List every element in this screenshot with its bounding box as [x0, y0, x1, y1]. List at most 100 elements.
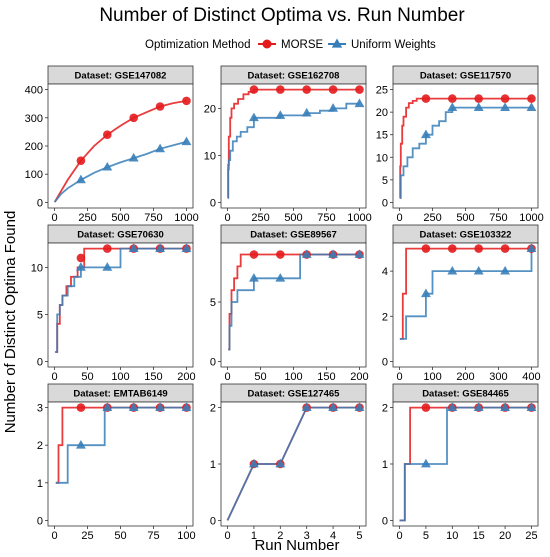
point-uniform-weights [128, 402, 139, 411]
y-tick-label: 25 [376, 85, 388, 97]
x-tick-label: 0 [224, 371, 230, 383]
point-morse [355, 85, 364, 94]
x-tick-label: 5 [423, 530, 429, 542]
facet-label: Dataset: GSE70630 [77, 230, 164, 241]
x-tick-label: 0 [396, 530, 402, 542]
point-uniform-weights [447, 102, 458, 112]
y-tick-label: 0 [382, 515, 388, 527]
point-uniform-weights [248, 273, 259, 282]
point-uniform-weights [328, 402, 339, 411]
x-tick-label: 5 [356, 530, 362, 542]
point-uniform-weights [526, 243, 537, 252]
y-tick-label: 10 [204, 150, 216, 162]
series-line-uniform-weights [226, 406, 360, 521]
legend-item-morse: MORSE [258, 39, 324, 51]
point-morse [448, 244, 457, 253]
series-line-uniform-weights [399, 106, 532, 199]
point-uniform-weights [155, 402, 166, 411]
point-uniform-weights [181, 402, 192, 411]
x-tick-label: 10 [446, 530, 458, 542]
series-line-uniform-weights [227, 102, 360, 199]
point-morse [76, 403, 86, 412]
legend-title: Optimization Method [145, 39, 250, 51]
x-tick-label: 500 [284, 212, 302, 224]
y-tick-label: 5 [210, 297, 216, 309]
point-uniform-weights [473, 265, 484, 275]
legend-item-uniform-weights: Uniform Weights [328, 38, 436, 51]
point-uniform-weights [500, 402, 511, 411]
x-tick-label: 25 [525, 530, 537, 542]
series-line-uniform-weights [228, 253, 360, 351]
point-uniform-weights [328, 103, 339, 112]
y-tick-label: 15 [376, 130, 388, 142]
facet-label: Dataset: GSE103322 [420, 230, 512, 241]
x-tick-label: 25 [81, 530, 93, 542]
point-morse [328, 85, 338, 94]
plot-area [392, 83, 539, 209]
point-uniform-weights [275, 110, 286, 119]
point-uniform-weights [102, 262, 113, 271]
point-uniform-weights [354, 249, 365, 258]
y-tick-label: 0 [210, 515, 216, 527]
x-tick-label: 1 [251, 530, 257, 542]
y-tick-label: 1 [382, 459, 388, 471]
legend-label: Uniform Weights [351, 39, 436, 51]
x-tick-label: 1000 [347, 212, 371, 224]
point-morse [421, 403, 431, 412]
point-morse [474, 244, 483, 253]
series-line-morse [399, 97, 532, 199]
x-tick-label: 250 [78, 212, 96, 224]
y-tick-label: 2 [382, 311, 388, 323]
facet-label: Dataset: GSE89567 [250, 230, 337, 241]
point-uniform-weights [420, 288, 431, 298]
point-morse [103, 130, 112, 140]
panel-gse84465: Dataset: GSE84465 0 5 10 15 20 25 0 1 2 [382, 383, 539, 542]
series-line-uniform-weights [55, 406, 187, 484]
point-morse [421, 94, 431, 103]
y-tick-label: 20 [376, 107, 388, 119]
x-tick-label: 50 [254, 371, 266, 383]
x-tick-label: 300 [489, 371, 507, 383]
y-tick-label: 1 [210, 459, 216, 471]
y-tick-label: 200 [25, 141, 43, 153]
point-uniform-weights [102, 161, 113, 171]
x-tick-label: 50 [114, 530, 126, 542]
plot-area [47, 401, 194, 527]
y-axis-label: Number of Distinct Optima Found [2, 211, 19, 434]
point-uniform-weights [75, 439, 86, 449]
point-uniform-weights [420, 129, 431, 139]
panel-gse70630: Dataset: GSE70630 0 50 100 150 200 0 5 10 [31, 224, 196, 383]
point-morse [276, 85, 285, 94]
point-uniform-weights [128, 243, 139, 252]
facet-label: Dataset: GSE162708 [248, 71, 340, 82]
point-morse [527, 94, 536, 103]
point-uniform-weights [301, 402, 312, 411]
point-uniform-weights [354, 98, 365, 108]
x-tick-label: 0 [396, 212, 402, 224]
x-tick-label: 100 [284, 371, 302, 383]
y-tick-label: 2 [210, 403, 216, 415]
point-morse [155, 102, 165, 111]
x-tick-label: 500 [456, 212, 474, 224]
x-tick-label: 200 [456, 371, 474, 383]
point-uniform-weights [155, 143, 166, 153]
point-uniform-weights [526, 102, 537, 112]
y-tick-label: 2 [382, 403, 388, 415]
y-tick-label: 400 [25, 85, 43, 97]
x-tick-label: 100 [177, 530, 195, 542]
legend: Optimization Method MORSE Uniform Weights [145, 38, 436, 51]
point-uniform-weights [181, 243, 192, 252]
legend-triangle-marker [331, 38, 343, 48]
series-line-uniform-weights [55, 247, 187, 353]
y-tick-label: 0 [210, 356, 216, 368]
point-uniform-weights [75, 174, 86, 184]
point-uniform-weights [328, 249, 339, 258]
panel-gse89567: Dataset: GSE89567 0 50 100 150 200 0 5 [210, 224, 369, 383]
x-tick-label: 20 [499, 530, 511, 542]
x-tick-label: 0 [51, 212, 57, 224]
legend-circle-marker [262, 39, 272, 49]
point-morse [249, 250, 259, 259]
x-tick-label: 750 [317, 212, 335, 224]
